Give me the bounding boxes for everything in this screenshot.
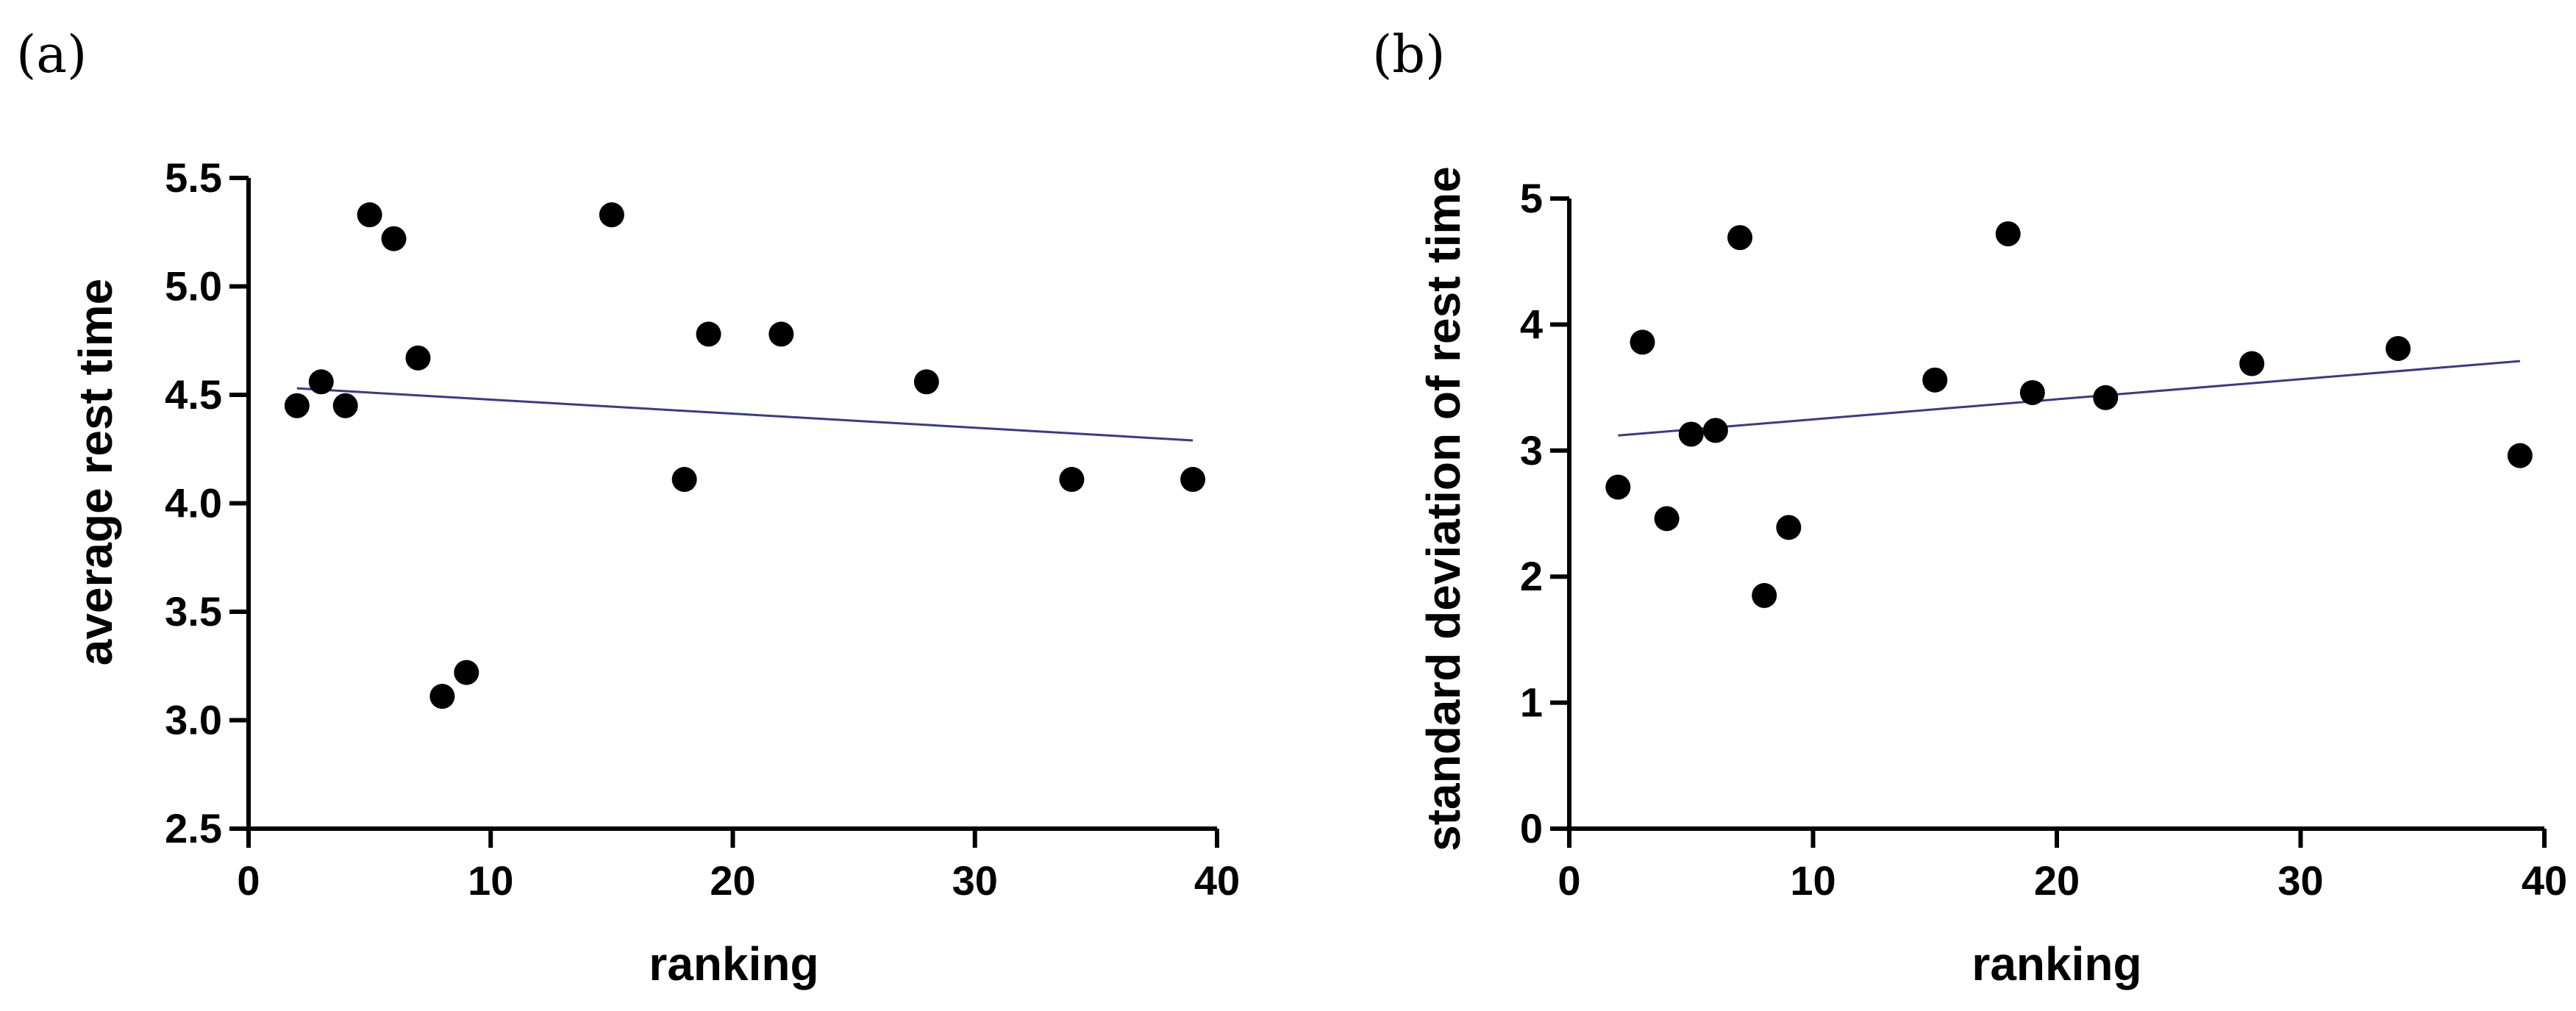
y-tick-label-a: 2.5 [165,805,222,851]
chart-panel-a: (a) ranking average rest time 2.5 3.0 3.5 4… [16,24,1240,990]
panel-label-b: (b) [1372,24,1445,85]
x-tick-label-a: 20 [710,857,755,904]
data-point-a [768,321,794,347]
y-tick-label-b: 4 [1520,301,1543,347]
y-tick-label-a: 3.0 [165,697,222,743]
data-point-a [454,660,479,685]
data-point-a [405,345,431,371]
y-axis-title-a: average rest time [69,279,122,666]
y-tick-label-a: 4.0 [165,480,222,526]
data-point-a [913,369,939,395]
data-point-a [284,393,310,418]
data-point-b [1752,582,1777,608]
data-point-b [1995,221,2021,246]
trend-line-a [296,387,1194,442]
data-point-a [332,393,358,418]
y-tick-label-b: 1 [1520,679,1543,726]
data-point-a [671,467,697,493]
data-point-a [1180,467,1206,493]
x-tick-label-b: 20 [2034,857,2080,904]
x-tick-label-b: 0 [1558,857,1580,904]
data-point-b [2093,385,2119,410]
data-point-b [2507,443,2533,468]
x-tick-label-a: 10 [468,857,513,904]
y-tick-label-a: 4.5 [165,371,222,418]
y-tick-label-b: 3 [1520,427,1543,474]
x-tick-label-a: 30 [952,857,998,904]
data-point-a [599,202,624,228]
x-tick-label-a: 0 [237,857,260,904]
data-point-b [1702,418,1728,443]
x-tick-label-b: 10 [1790,857,1835,904]
data-point-a [1059,467,1085,493]
data-point-a [381,226,407,251]
y-tick-label-a: 5.0 [165,263,222,310]
data-point-a [308,369,334,395]
y-tick-label-b: 0 [1520,805,1543,851]
trend-line-b [1618,360,2520,437]
y-tick-label-a: 5.5 [165,154,222,201]
data-point-b [1678,421,1704,447]
data-point-b [2019,379,2045,405]
y-tick-label-b: 2 [1520,553,1543,599]
data-point-b [1630,329,1655,355]
x-axis-title-a: ranking [649,937,818,990]
x-axis-title-b: ranking [1972,937,2141,990]
x-tick-label-b: 30 [2277,857,2323,904]
data-point-b [1776,515,1802,540]
panel-label-a: (a) [16,24,87,85]
x-tick-label-a: 40 [1194,857,1240,904]
y-tick-label-a: 3.5 [165,588,222,635]
data-point-b [1922,367,1948,393]
data-point-b [2239,351,2265,376]
chart-panel-b: (b) ranking standard deviation of rest t… [1372,24,2567,990]
data-point-b [2386,335,2411,361]
data-point-b [1727,225,1753,251]
data-point-b [1605,474,1631,500]
y-axis-title-b: standard deviation of rest time [1417,166,1470,851]
data-point-b [1654,506,1680,532]
x-tick-label-b: 40 [2522,857,2567,904]
y-tick-label-b: 5 [1520,175,1543,221]
data-point-a [357,202,382,228]
data-point-a [429,684,455,710]
data-point-a [696,321,721,347]
